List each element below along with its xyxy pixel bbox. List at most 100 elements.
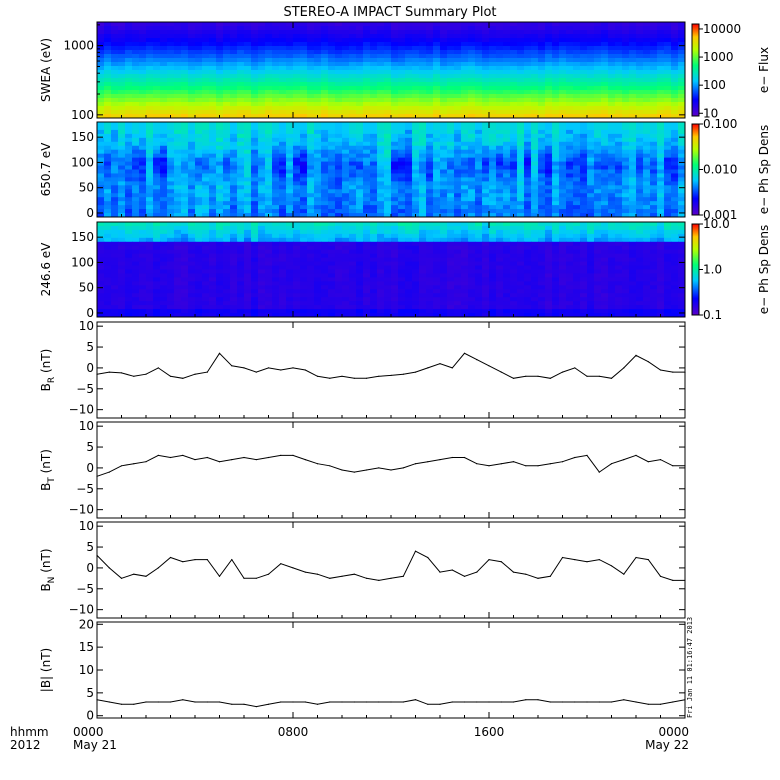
heatmap-cell (188, 205, 196, 210)
heatmap-cell (209, 122, 217, 127)
heatmap-cell (377, 257, 385, 263)
heatmap-cell (237, 165, 245, 171)
heatmap-cell (209, 241, 217, 247)
heatmap-cell (510, 193, 518, 198)
heatmap-cell (587, 245, 595, 251)
heatmap-cell (433, 30, 441, 35)
heatmap-cell (132, 34, 140, 39)
heatmap-cell (664, 201, 672, 206)
heatmap-cell (384, 205, 392, 210)
heatmap-cell (223, 222, 231, 227)
heatmap-cell (503, 82, 511, 87)
heatmap-cell (181, 145, 189, 151)
heatmap-cell (125, 245, 133, 251)
heatmap-cell (636, 50, 644, 55)
heatmap-cell (307, 245, 315, 251)
heatmap-cell (489, 193, 497, 198)
heatmap-cell (307, 181, 315, 186)
heatmap-cell (174, 229, 182, 235)
heatmap-cell (580, 86, 588, 91)
heatmap-cell (349, 161, 357, 167)
heatmap-cell (454, 161, 462, 167)
heatmap-cell (286, 78, 294, 83)
heatmap-cell (657, 222, 665, 227)
heatmap-cell (531, 86, 539, 91)
heatmap-cell (391, 94, 399, 99)
heatmap-cell (335, 38, 343, 43)
heatmap-cell (398, 213, 406, 217)
heatmap-cell (132, 197, 140, 202)
heatmap-cell (335, 209, 343, 214)
heatmap-cell (517, 54, 525, 59)
heatmap-cell (125, 249, 133, 255)
heatmap-cell (545, 161, 553, 167)
heatmap-cell (559, 30, 567, 35)
heatmap-cell (419, 241, 427, 247)
heatmap-cell (209, 34, 217, 39)
heatmap-cell (307, 74, 315, 79)
heatmap-cell (286, 149, 294, 155)
heatmap-cell (447, 129, 455, 135)
heatmap-cell (496, 149, 504, 155)
heatmap-cell (503, 257, 511, 263)
heatmap-cell (321, 145, 329, 151)
heatmap-cell (650, 249, 658, 255)
heatmap-cell (265, 102, 273, 107)
heatmap-cell (300, 137, 308, 143)
heatmap-cell (461, 106, 469, 111)
heatmap-cell (160, 86, 168, 91)
heatmap-cell (202, 245, 210, 251)
heatmap-cell (293, 237, 301, 243)
heatmap-cell (489, 153, 497, 159)
heatmap-cell (153, 149, 161, 155)
heatmap-cell (671, 74, 679, 79)
heatmap-cell (118, 62, 126, 67)
heatmap-cell (461, 137, 469, 143)
heatmap-cell (160, 102, 168, 107)
heatmap-cell (461, 34, 469, 39)
heatmap-cell (125, 149, 133, 155)
heatmap-cell (314, 205, 322, 210)
heatmap-cell (601, 177, 609, 182)
heatmap-cell (202, 74, 210, 79)
heatmap-cell (594, 42, 602, 47)
heatmap-cell (482, 222, 490, 227)
heatmap-cell (461, 42, 469, 47)
heatmap-cell (531, 177, 539, 182)
heatmap-cell (573, 62, 581, 67)
heatmap-cell (202, 181, 210, 186)
heatmap-cell (608, 225, 616, 231)
heatmap-cell (636, 137, 644, 143)
heatmap-cell (279, 58, 287, 63)
heatmap-cell (216, 185, 224, 190)
heatmap-cell (419, 149, 427, 155)
heatmap-cell (118, 205, 126, 210)
heatmap-cell (125, 38, 133, 43)
heatmap-cell (349, 54, 357, 59)
heatmap-cell (97, 245, 105, 251)
heatmap-cell (314, 153, 322, 159)
heatmap-cell (664, 165, 672, 171)
heatmap-cell (321, 233, 329, 239)
heatmap-cell (139, 90, 147, 95)
heatmap-cell (286, 177, 294, 182)
heatmap-cell (475, 205, 483, 210)
heatmap-cell (132, 237, 140, 243)
heatmap-cell (335, 50, 343, 55)
heatmap-cell (342, 78, 350, 83)
heatmap-cell (433, 133, 441, 139)
heatmap-cell (321, 149, 329, 155)
heatmap-cell (237, 137, 245, 143)
heatmap-cell (244, 34, 252, 39)
heatmap-cell (664, 38, 672, 43)
heatmap-cell (608, 129, 616, 135)
heatmap-cell (559, 257, 567, 263)
heatmap-cell (510, 30, 518, 35)
heatmap-cell (181, 209, 189, 214)
heatmap-cell (622, 177, 630, 182)
heatmap-cell (125, 161, 133, 167)
heatmap-cell (440, 125, 448, 131)
heatmap-cell (433, 197, 441, 202)
heatmap-cell (475, 209, 483, 214)
heatmap-cell (279, 201, 287, 206)
